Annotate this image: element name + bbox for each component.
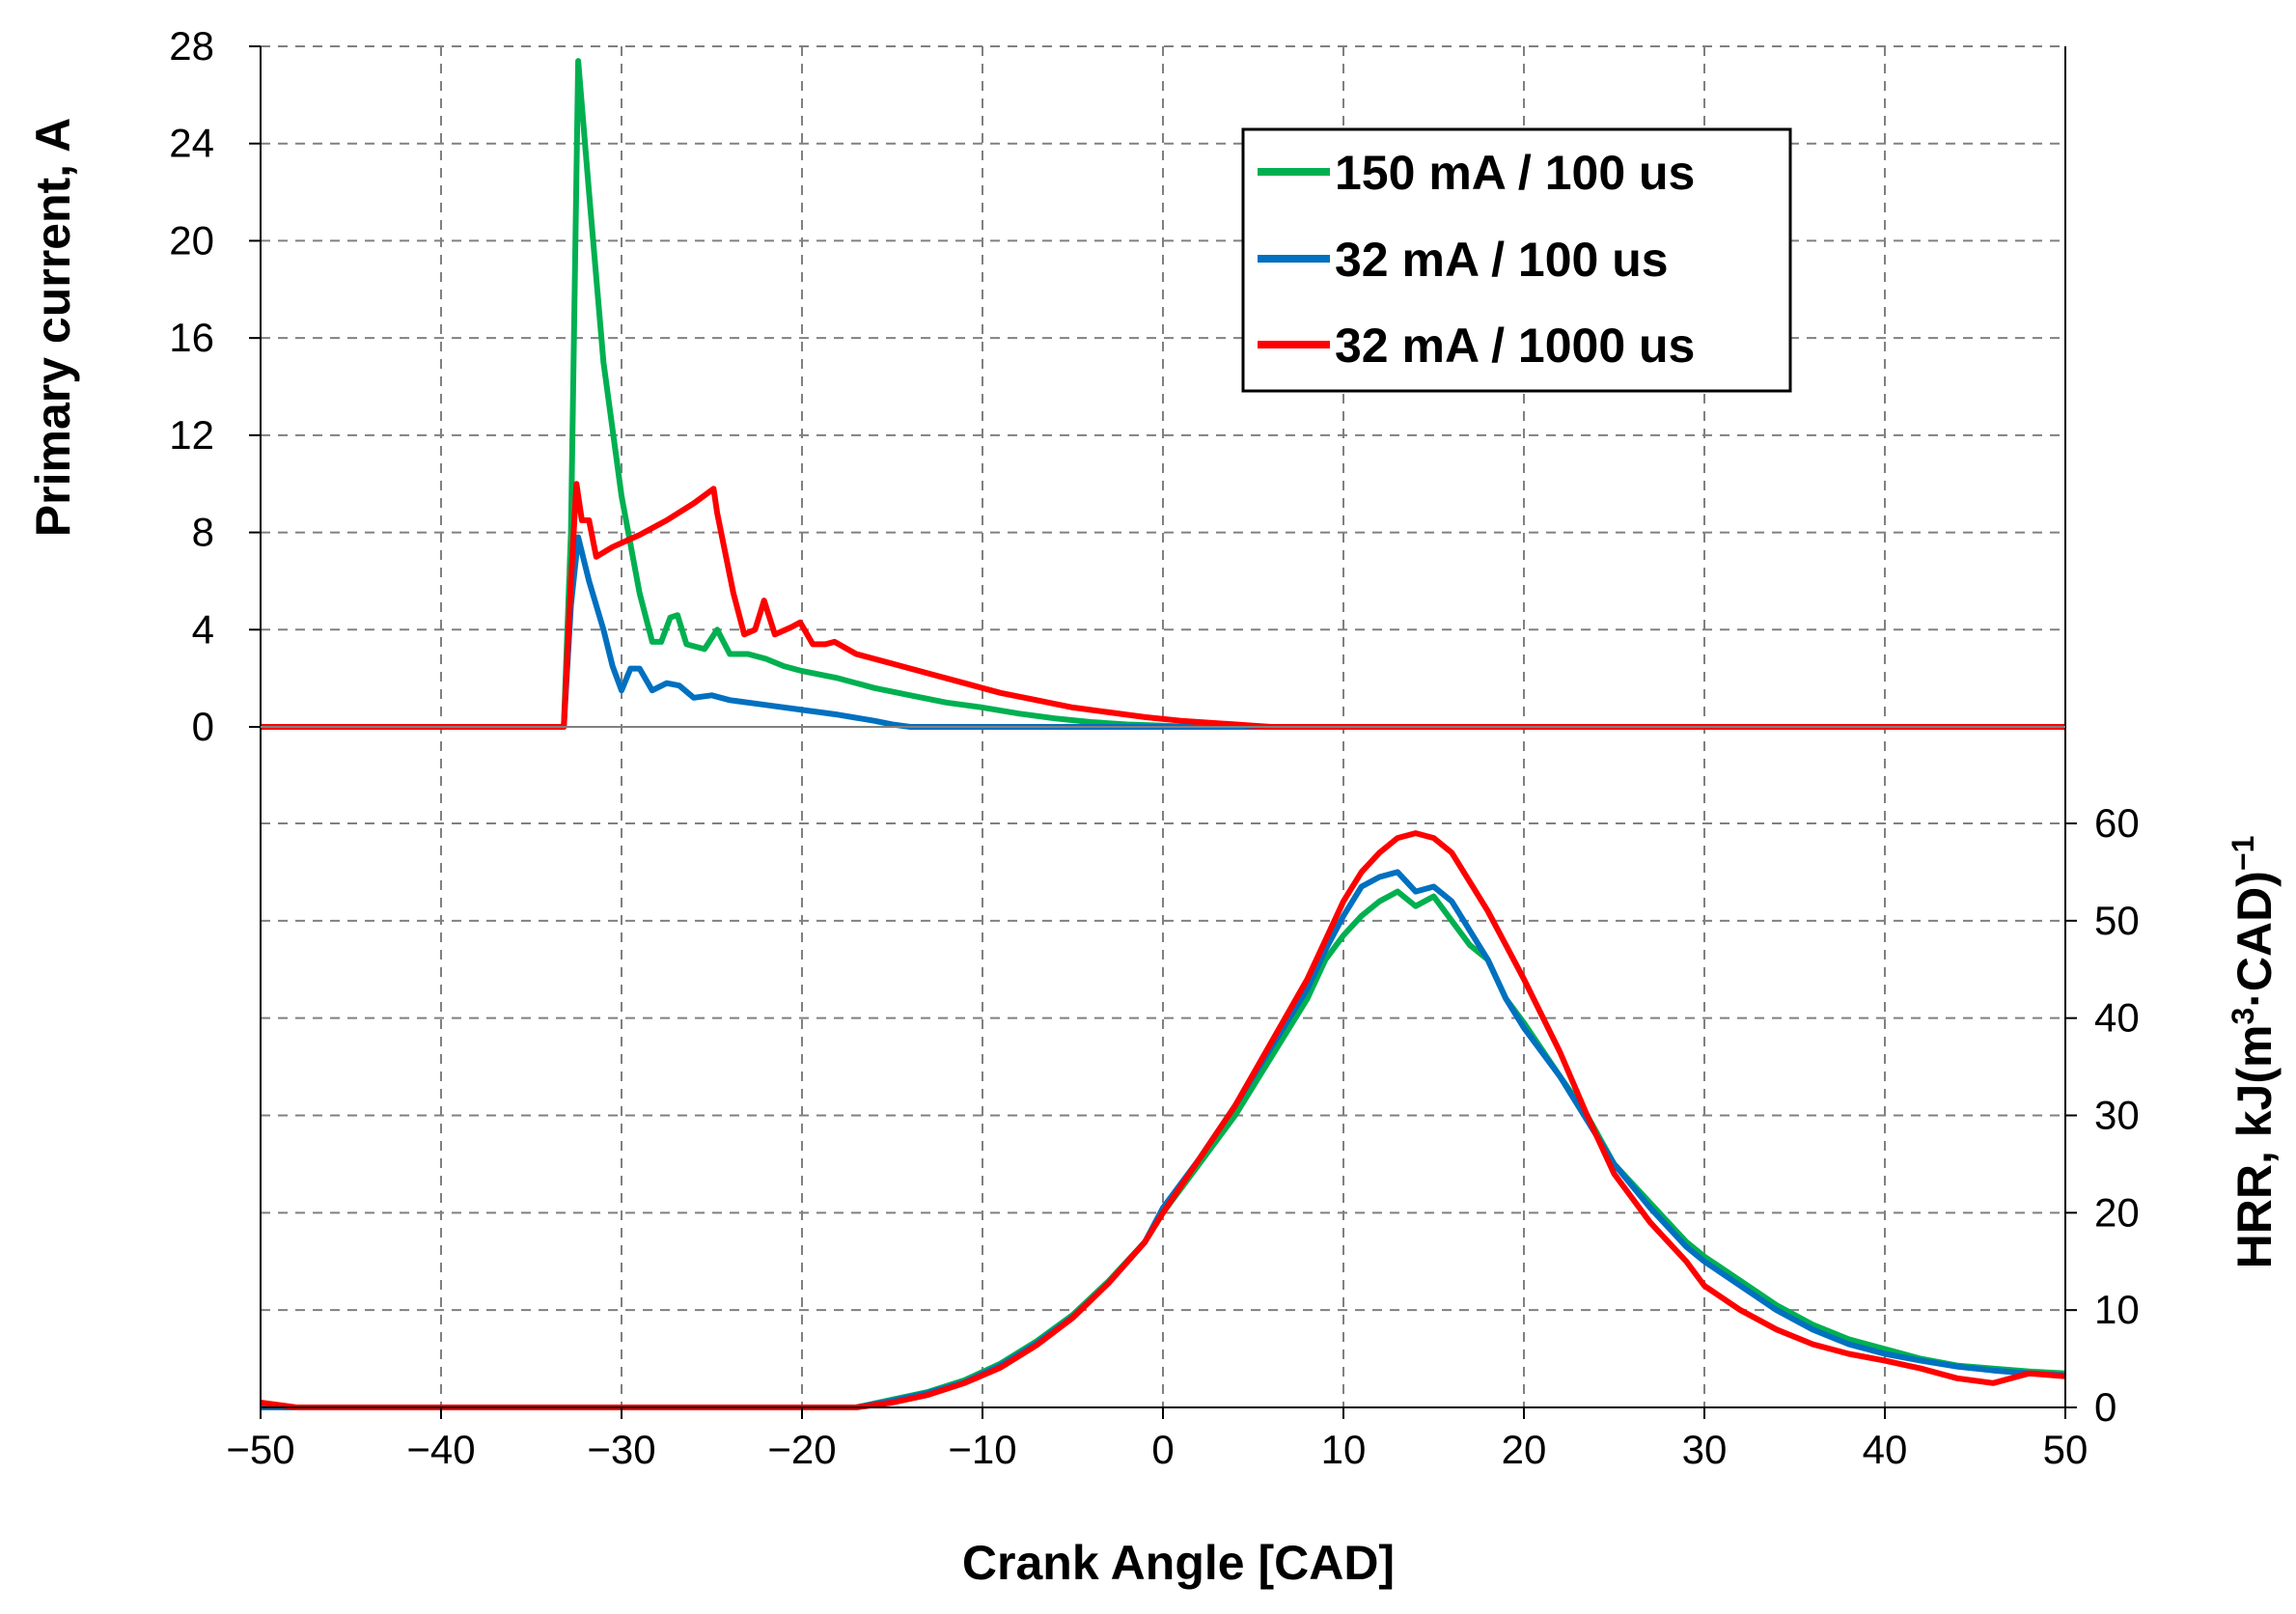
current-line-32-ma-100-us xyxy=(261,534,2065,730)
current-tick-label: 20 xyxy=(169,217,214,263)
current-tick-label: 12 xyxy=(169,412,214,458)
tick-labels: −50 −40 −30 −20 −10 0 10 20 30 40 5004812162024280… xyxy=(169,23,2139,1472)
x-tick-label: −30 xyxy=(587,1427,655,1472)
current-tick-label: 16 xyxy=(169,315,214,360)
legend-label-150ma-100us: 150 mA / 100 us xyxy=(1335,146,1695,200)
current-line-32-ma-1000-us xyxy=(261,481,2065,730)
hrr-tick-label: 0 xyxy=(2094,1384,2116,1430)
hrr-line-32-ma-1000-us xyxy=(260,830,2066,1410)
legend-label-32ma-100us: 32 mA / 100 us xyxy=(1335,233,1669,287)
legend-entry-32ma-100us: 32 mA / 100 us xyxy=(1258,233,1669,287)
y-axis-title-hrr: HRR, kJ(m3·CAD)−1 xyxy=(2226,836,2282,1269)
y-axis-title-current: Primary current, A xyxy=(26,118,80,537)
hrr-tick-label: 40 xyxy=(2094,995,2140,1041)
legend-label-32ma-1000us: 32 mA / 1000 us xyxy=(1335,319,1695,373)
legend: 150 mA / 100 us 32 mA / 100 us 32 mA / 1… xyxy=(1241,127,1792,393)
series-lines xyxy=(260,58,2066,1410)
legend-entry-32ma-1000us: 32 mA / 1000 us xyxy=(1258,319,1695,373)
axes xyxy=(249,45,2077,1419)
x-tick-label: 40 xyxy=(1863,1427,1908,1472)
current-tick-label: 28 xyxy=(169,23,214,69)
current-tick-label: 4 xyxy=(192,606,214,652)
x-tick-label: −40 xyxy=(406,1427,475,1472)
hrr-tick-label: 20 xyxy=(2094,1189,2140,1235)
hrr-tick-label: 30 xyxy=(2094,1093,2140,1138)
x-tick-label: −10 xyxy=(948,1427,1016,1472)
hrr-tick-label: 10 xyxy=(2094,1287,2140,1332)
x-axis-title: Crank Angle [CAD] xyxy=(962,1536,1395,1590)
x-tick-label: 20 xyxy=(1502,1427,1547,1472)
legend-entry-150ma-100us: 150 mA / 100 us xyxy=(1258,146,1695,200)
legend-box xyxy=(1241,127,1792,393)
current-tick-label: 24 xyxy=(169,121,214,166)
current-tick-label: 8 xyxy=(192,510,214,555)
x-tick-label: 30 xyxy=(1682,1427,1728,1472)
current-line-150-ma-100-us xyxy=(261,58,2065,730)
current-tick-label: 0 xyxy=(192,704,214,749)
x-tick-label: −50 xyxy=(226,1427,294,1472)
hrr-tick-label: 60 xyxy=(2094,800,2140,846)
x-tick-label: 50 xyxy=(2043,1427,2089,1472)
x-tick-label: 10 xyxy=(1321,1427,1367,1472)
x-tick-label: −20 xyxy=(767,1427,836,1472)
x-tick-label: 0 xyxy=(1151,1427,1174,1472)
hrr-tick-label: 50 xyxy=(2094,898,2140,943)
